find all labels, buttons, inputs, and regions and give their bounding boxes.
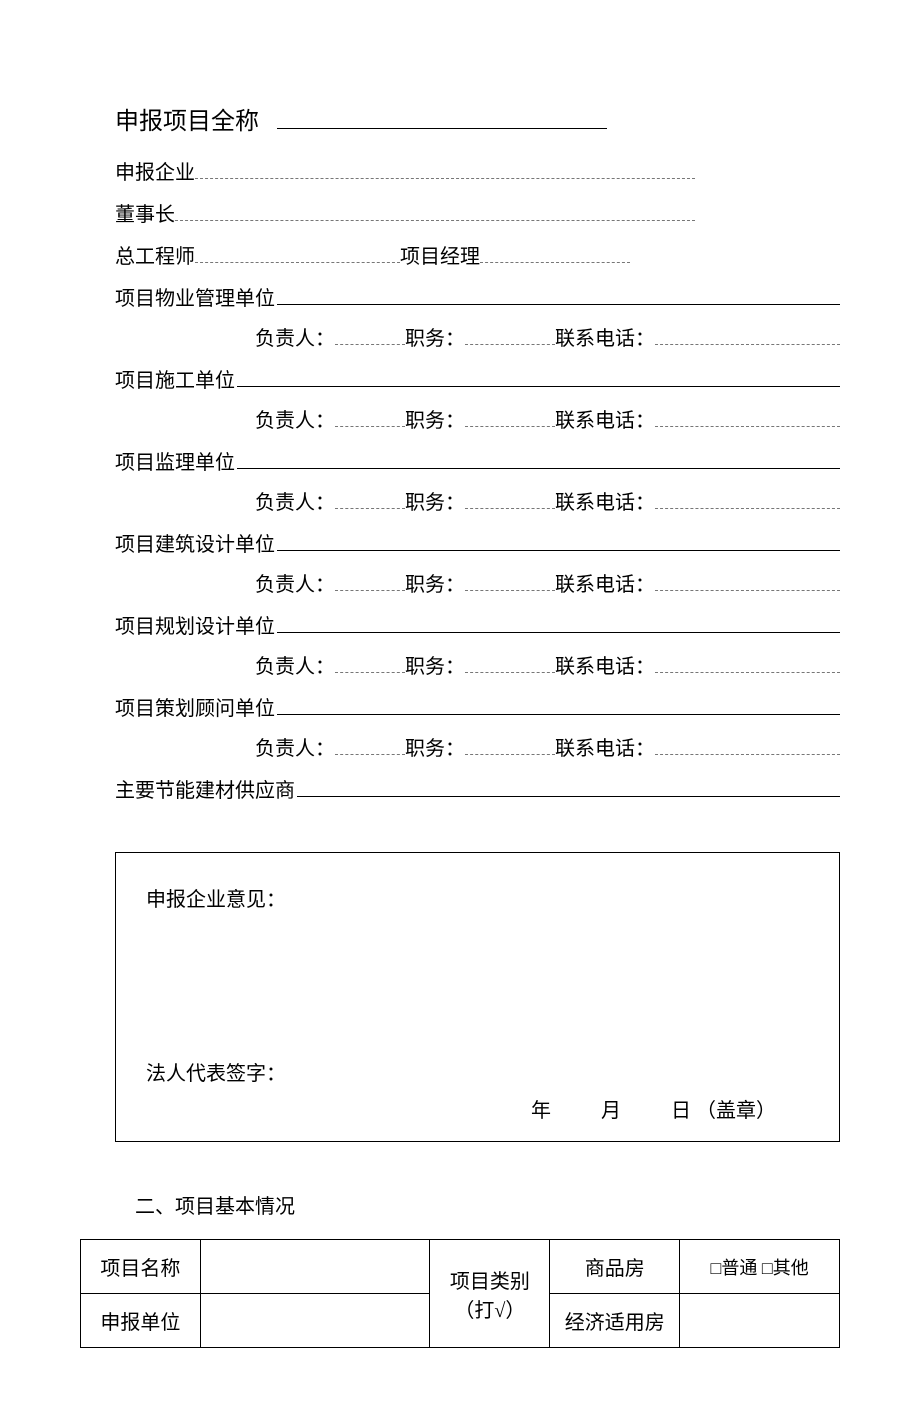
commercial-housing-cell: 商品房 — [550, 1240, 680, 1294]
supplier-input[interactable] — [297, 773, 840, 797]
project-category-label-cell: 项目类别 （打√） — [430, 1240, 550, 1348]
property-mgmt-label: 项目物业管理单位 — [115, 283, 275, 315]
day-label: 日 — [671, 1094, 691, 1123]
contact-phone-label: 联系电话： — [555, 405, 655, 437]
enterprise-label: 申报企业 — [115, 157, 195, 189]
supervision-contact-person[interactable] — [335, 487, 405, 509]
project-name-cell[interactable] — [200, 1240, 430, 1294]
checkbox-other[interactable]: □其他 — [762, 1258, 809, 1278]
enterprise-input[interactable] — [195, 155, 695, 179]
contact-person-label: 负责人： — [255, 651, 335, 683]
chairman-input[interactable] — [175, 197, 695, 221]
date-seal-line: 年 月 日 （盖章） — [486, 1094, 776, 1123]
plan-design-unit-label: 项目规划设计单位 — [115, 611, 275, 643]
month-label: 月 — [601, 1094, 621, 1123]
project-manager-label: 项目经理 — [400, 241, 480, 273]
consultant-contact-position[interactable] — [465, 733, 555, 755]
project-full-name-input[interactable] — [277, 100, 607, 129]
consultant-unit-input[interactable] — [277, 691, 840, 715]
contact-position-label: 职务： — [405, 733, 465, 765]
basic-info-table: 项目名称 项目类别 （打√） 商品房 □普通 □其他 申报单位 经济适用房 — [80, 1239, 840, 1348]
project-full-name-label: 申报项目全称 — [115, 103, 259, 141]
contact-phone-label: 联系电话： — [555, 487, 655, 519]
opinion-box: 申报企业意见： 法人代表签字： 年 月 日 （盖章） — [115, 852, 840, 1142]
supervision-contact-position[interactable] — [465, 487, 555, 509]
property-contact-phone[interactable] — [655, 323, 840, 345]
construction-unit-label: 项目施工单位 — [115, 365, 235, 397]
chairman-label: 董事长 — [115, 199, 175, 231]
contact-position-label: 职务： — [405, 405, 465, 437]
plan-contact-person[interactable] — [335, 651, 405, 673]
contact-person-label: 负责人： — [255, 405, 335, 437]
supervision-contact-phone[interactable] — [655, 487, 840, 509]
construction-contact-person[interactable] — [335, 405, 405, 427]
construction-contact-position[interactable] — [465, 405, 555, 427]
check-hint-text: （打√） — [436, 1294, 543, 1323]
construction-contact-phone[interactable] — [655, 405, 840, 427]
consultant-unit-label: 项目策划顾问单位 — [115, 693, 275, 725]
checkbox-cell-1[interactable]: □普通 □其他 — [680, 1240, 840, 1294]
consultant-contact-phone[interactable] — [655, 733, 840, 755]
supervision-unit-input[interactable] — [237, 445, 840, 469]
section2-title: 二、项目基本情况 — [135, 1190, 840, 1219]
contact-person-label: 负责人： — [255, 323, 335, 355]
contact-position-label: 职务： — [405, 323, 465, 355]
arch-contact-position[interactable] — [465, 569, 555, 591]
plan-contact-phone[interactable] — [655, 651, 840, 673]
contact-phone-label: 联系电话： — [555, 323, 655, 355]
property-contact-position[interactable] — [465, 323, 555, 345]
chief-engineer-input[interactable] — [195, 239, 400, 263]
contact-person-label: 负责人： — [255, 487, 335, 519]
year-label: 年 — [531, 1094, 551, 1123]
plan-contact-position[interactable] — [465, 651, 555, 673]
contact-phone-label: 联系电话： — [555, 651, 655, 683]
contact-position-label: 职务： — [405, 487, 465, 519]
project-manager-input[interactable] — [480, 239, 630, 263]
arch-design-unit-label: 项目建筑设计单位 — [115, 529, 275, 561]
construction-unit-input[interactable] — [237, 363, 840, 387]
contact-position-label: 职务： — [405, 569, 465, 601]
chief-engineer-label: 总工程师 — [115, 241, 195, 273]
seal-label: （盖章） — [696, 1094, 776, 1123]
contact-phone-label: 联系电话： — [555, 733, 655, 765]
project-category-text: 项目类别 — [436, 1265, 543, 1294]
legal-rep-sign-label: 法人代表签字： — [146, 1057, 286, 1086]
opinion-header: 申报企业意见： — [146, 883, 809, 912]
contact-position-label: 职务： — [405, 651, 465, 683]
contact-person-label: 负责人： — [255, 733, 335, 765]
checkbox-ordinary[interactable]: □普通 — [710, 1258, 757, 1278]
plan-design-unit-input[interactable] — [277, 609, 840, 633]
contact-person-label: 负责人： — [255, 569, 335, 601]
property-contact-person[interactable] — [335, 323, 405, 345]
property-mgmt-input[interactable] — [277, 281, 840, 305]
arch-design-unit-input[interactable] — [277, 527, 840, 551]
supplier-label: 主要节能建材供应商 — [115, 775, 295, 807]
project-name-label-cell: 项目名称 — [81, 1240, 201, 1294]
contact-phone-label: 联系电话： — [555, 569, 655, 601]
consultant-contact-person[interactable] — [335, 733, 405, 755]
arch-contact-person[interactable] — [335, 569, 405, 591]
arch-contact-phone[interactable] — [655, 569, 840, 591]
supervision-unit-label: 项目监理单位 — [115, 447, 235, 479]
